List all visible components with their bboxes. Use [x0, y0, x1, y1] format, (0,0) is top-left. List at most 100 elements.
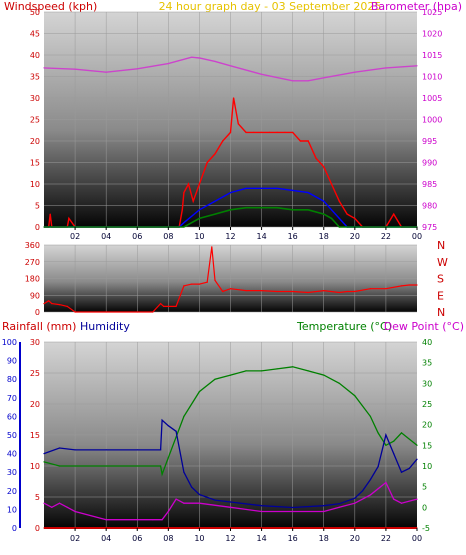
windspeed-line-point	[292, 131, 294, 133]
temperature-line-point	[369, 415, 371, 417]
y-tick-label: 25	[30, 116, 40, 125]
y-tick-label: 1020	[422, 30, 442, 39]
humidity-line-point	[191, 486, 193, 488]
wind-direction-line-point	[74, 311, 76, 313]
dewpoint-line-point	[292, 510, 294, 513]
wind-direction-line-point	[160, 303, 162, 305]
barometer-line-point	[416, 65, 418, 67]
wind-direction-line-point	[66, 305, 68, 307]
y-tick-label: 50	[30, 8, 40, 17]
wind-direction-line-point	[214, 279, 216, 281]
wind-direction-line-point	[276, 290, 278, 293]
barometer-line-point	[43, 67, 45, 69]
wind-average-line-point	[338, 217, 340, 219]
barometer-line-point	[198, 57, 200, 59]
temperature-line-point	[400, 432, 403, 434]
windspeed-line-point	[192, 200, 194, 202]
y-tick-label: 270	[25, 258, 40, 267]
y-tick-label: 10	[30, 462, 40, 471]
humidity-line-point	[183, 471, 185, 473]
windspeed-line-point	[276, 131, 278, 133]
temperature-line-point	[292, 366, 294, 368]
dewpoint-line-point	[393, 498, 395, 500]
x-tick-label: 10	[194, 232, 204, 241]
y-tick-label: 0	[35, 308, 40, 317]
y-tick-label: 30	[30, 94, 40, 103]
wind-direction-line-point	[385, 288, 387, 290]
barometer-line-point	[167, 63, 169, 65]
x-tick-label: 06	[132, 232, 142, 241]
y-tick-label: 25	[30, 369, 40, 378]
wind-average-line-point	[323, 200, 325, 202]
wind-average-line-point	[330, 209, 333, 211]
temperature-line-point	[323, 374, 325, 376]
x-tick-label: 22	[381, 534, 391, 543]
y-tick-label: 40	[30, 51, 40, 60]
dewpoint-line-point	[229, 506, 232, 508]
dewpoint-line-point	[385, 481, 387, 484]
barometer-line-point	[229, 65, 232, 67]
barometer-line-point	[354, 71, 356, 73]
temperature-line-point	[214, 378, 216, 380]
wind-direction-line-point	[206, 281, 208, 283]
temperature-line-point	[338, 382, 340, 384]
wind-direction-line-point	[175, 305, 177, 307]
temperature-line-point	[183, 415, 185, 417]
windspeed-line-point	[222, 140, 224, 142]
windspeed-line-point	[233, 97, 235, 99]
dewpoint-axis-title: Dew Point (°C)	[384, 320, 464, 333]
y-tick-label: 90	[7, 357, 17, 366]
barometer-line-point	[74, 68, 76, 70]
wind-low-line-point	[43, 226, 45, 228]
y-tick-label: 10	[422, 462, 432, 471]
y-tick-label: 0	[422, 503, 427, 512]
wind-direction-line-point	[163, 305, 165, 307]
y-tick-label: 35	[30, 73, 40, 82]
temperature-line-point	[385, 444, 387, 446]
y-tick-label: 985	[422, 180, 437, 189]
y-tick-label: 15	[30, 159, 40, 168]
temperature-line-point	[377, 432, 379, 434]
wind-direction-line-point	[323, 290, 325, 292]
x-tick-label: 04	[101, 534, 111, 543]
dewpoint-line	[43, 481, 418, 521]
windspeed-line-point	[229, 131, 232, 133]
wind-average-line-point	[229, 192, 232, 194]
humidity-line-point	[58, 447, 61, 449]
wind-direction-line-point	[51, 303, 53, 305]
humidity-line-point	[377, 466, 379, 468]
wind-direction-line-point	[292, 290, 294, 293]
windspeed-line-point	[323, 166, 325, 168]
windspeed-line-point	[245, 131, 247, 133]
y-tick-label: 1000	[422, 116, 442, 125]
y-tick-label: 20	[30, 400, 40, 409]
temperature-line-point	[354, 395, 356, 397]
wind-direction-line-point	[183, 285, 185, 287]
windspeed-line-point	[49, 213, 51, 215]
barometer-axis-title: Barometer (hpa)	[371, 0, 462, 13]
x-tick-label: 02	[70, 534, 80, 543]
windspeed-line-point	[261, 131, 263, 133]
wind-direction-line-point	[43, 303, 45, 305]
windspeed-line-point	[346, 213, 348, 215]
wind-direction-line-point	[58, 304, 61, 306]
dewpoint-line-point	[161, 519, 163, 521]
temperature-line-point	[105, 465, 107, 467]
y-tick-label: 10	[30, 180, 40, 189]
barometer-line-point	[385, 67, 387, 69]
x-tick-label: 00	[412, 232, 422, 241]
y-tick-label: 990	[422, 159, 437, 168]
humidity-line-point	[43, 453, 45, 455]
dewpoint-line-point	[354, 502, 356, 504]
humidity-line-point	[369, 479, 371, 481]
wind-low-line-point	[214, 213, 216, 215]
dewpoint-line-point	[175, 498, 177, 500]
wind-average-line-point	[261, 187, 263, 189]
dewpoint-line-point	[323, 510, 325, 513]
windspeed-line-point	[315, 157, 317, 159]
humidity-line-point	[338, 503, 340, 505]
y-tick-label: 30	[7, 468, 17, 477]
wind-low-line-point	[292, 209, 294, 211]
y-tick-label: 25	[422, 400, 432, 409]
dewpoint-line-point	[338, 506, 340, 508]
